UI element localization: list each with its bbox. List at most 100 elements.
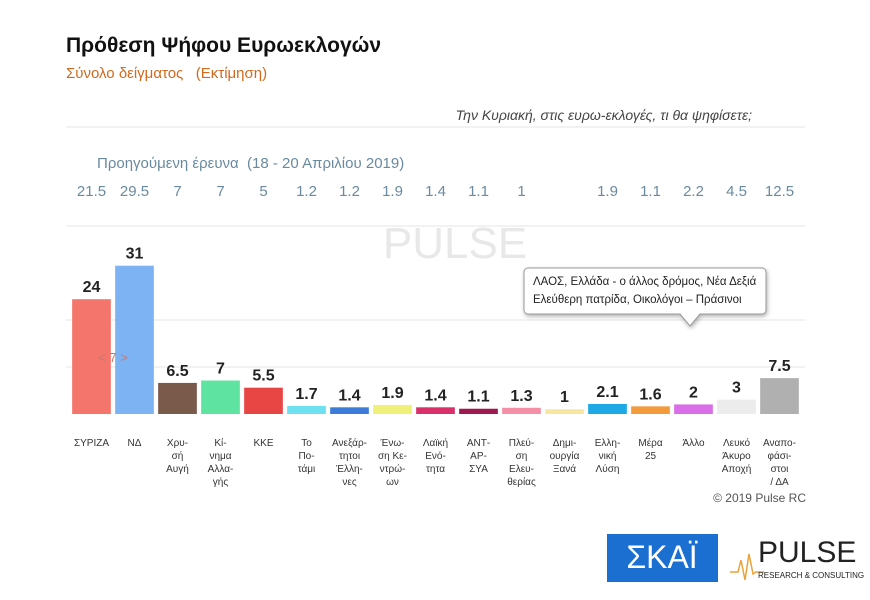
value-label: 31 <box>126 246 144 263</box>
x-tick-label: Άλλο <box>682 438 705 449</box>
x-tick-label: Αλλα- <box>208 464 234 475</box>
bar <box>588 403 627 414</box>
x-tick-label: Λύση <box>596 463 620 475</box>
bars: 2421.5ΣΥΡΙΖΑ3129.5ΝΔ6.57Χρυ-σήΑυγή77Κί-ν… <box>72 183 799 488</box>
previous-value: 2.2 <box>683 183 704 200</box>
value-label: 1.9 <box>381 385 403 402</box>
x-tick-label: Ενό- <box>425 450 446 462</box>
tooltip-line: Ελεύθερη πατρίδα, Οικολόγοι – Πράσινοι <box>533 294 742 306</box>
previous-value: 1.9 <box>597 183 618 200</box>
previous-value: 5 <box>259 183 267 200</box>
x-tick-label: Κί- <box>214 437 226 449</box>
x-tick-label: φάσι- <box>768 450 792 462</box>
x-tick-label: νική <box>599 450 617 462</box>
bar <box>545 409 584 414</box>
x-tick-label: Μέρα <box>638 437 662 449</box>
bar <box>631 406 670 414</box>
bar <box>502 407 541 414</box>
chart-title: Πρόθεση Ψήφου Ευρωεκλογών <box>66 34 381 57</box>
x-tick-label: νες <box>342 477 356 488</box>
x-tick-label: Πλεύ- <box>509 437 534 449</box>
x-tick-label: Χρυ- <box>167 438 188 449</box>
previous-value: 1.2 <box>296 183 317 200</box>
previous-value: 29.5 <box>120 183 149 200</box>
previous-value: 1 <box>517 183 525 200</box>
previous-value: 1.9 <box>382 183 403 200</box>
x-tick-label: ΑΡ- <box>470 451 487 462</box>
previous-value: 1.2 <box>339 183 360 200</box>
previous-value: 12.5 <box>765 183 794 200</box>
skai-text: ΣΚΑΪ <box>626 539 697 575</box>
bar <box>717 399 756 414</box>
x-tick-label: νημα <box>209 451 231 462</box>
x-tick-label: ΚΚΕ <box>253 438 273 449</box>
previous-label: Προηγούμενη έρευνα (18 - 20 Απριλίου 201… <box>97 155 404 172</box>
x-tick-label: Αναπο- <box>763 438 796 449</box>
x-tick-label: θερίας <box>507 476 536 488</box>
x-tick-label: Ανεξάρ- <box>332 437 367 449</box>
bar <box>760 378 799 414</box>
bar <box>158 382 197 414</box>
x-tick-label: ΑΝΤ- <box>467 438 490 449</box>
value-label: 1.4 <box>424 387 446 404</box>
value-label: 1.1 <box>467 389 489 406</box>
bar <box>115 265 154 414</box>
x-tick-label: Το <box>301 438 312 449</box>
x-tick-label: Αποχή <box>722 463 752 475</box>
x-tick-label: ση Κε- <box>378 451 407 462</box>
tooltip-line: ΛΑΟΣ, Ελλάδα - ο άλλος δρόμος, Νέα Δεξιά <box>533 276 757 288</box>
value-label: 1.6 <box>639 386 661 403</box>
skai-logo <box>607 534 718 582</box>
tooltip: ΛΑΟΣ, Ελλάδα - ο άλλος δρόμος, Νέα Δεξιά… <box>523 267 767 327</box>
x-tick-label: Ξανά <box>553 463 576 475</box>
value-label: 2.1 <box>596 384 618 401</box>
previous-value: 1.1 <box>468 183 489 200</box>
bar <box>459 408 498 414</box>
x-tick-label: Αυγή <box>166 463 189 475</box>
x-tick-label: ση <box>516 451 528 462</box>
chart-subtitle: Σύνολο δείγματος (Εκτίμηση) <box>66 65 267 82</box>
value-label: 5.5 <box>252 368 274 385</box>
x-tick-label: Ελευ- <box>509 464 534 475</box>
x-tick-label: Άκυρο <box>722 451 751 462</box>
value-label: 1.4 <box>338 387 360 404</box>
previous-value: 7 <box>173 183 181 200</box>
value-label: 1.3 <box>510 388 532 405</box>
x-tick-label: ντρώ- <box>380 463 406 475</box>
pulse-logo: PULSE <box>758 536 856 569</box>
previous-value: 21.5 <box>77 183 106 200</box>
watermark: PULSE <box>383 219 527 268</box>
x-tick-label: σή <box>172 450 184 462</box>
x-tick-label: Έλλη- <box>335 464 363 475</box>
x-tick-label: ΣΥΡΙΖΑ <box>74 438 109 449</box>
x-tick-label: ΣΥΑ <box>469 464 488 475</box>
x-tick-label: ΝΔ <box>128 438 142 449</box>
x-tick-label: 25 <box>645 451 657 462</box>
bar <box>72 299 111 414</box>
bar <box>674 404 713 414</box>
tooltip-box <box>523 267 767 327</box>
x-tick-label: Λευκό <box>723 437 750 449</box>
x-tick-label: τάμι <box>298 463 316 475</box>
bar <box>201 380 240 414</box>
bar <box>416 407 455 414</box>
bar-overlay: < 7 > <box>98 350 128 365</box>
value-label: 1.7 <box>295 386 317 403</box>
x-tick-label: Λαϊκή <box>423 437 448 449</box>
bar <box>244 387 283 414</box>
x-tick-label: γής <box>213 476 229 488</box>
question: Την Κυριακή, στις ευρω-εκλογές, τι θα ψη… <box>456 107 752 123</box>
bar <box>330 407 369 414</box>
bar <box>373 404 412 414</box>
value-label: 3 <box>732 380 741 397</box>
value-label: 24 <box>83 279 101 296</box>
pulse-sub: RESEARCH & CONSULTING <box>758 571 864 580</box>
x-tick-label: τητα <box>426 464 445 475</box>
previous-value: 1.4 <box>425 183 446 200</box>
pulse-icon <box>730 553 764 581</box>
value-label: 2 <box>689 384 698 401</box>
bar <box>287 405 326 414</box>
value-label: 7 <box>216 361 225 378</box>
x-tick-label: / ΔΑ <box>770 477 789 488</box>
